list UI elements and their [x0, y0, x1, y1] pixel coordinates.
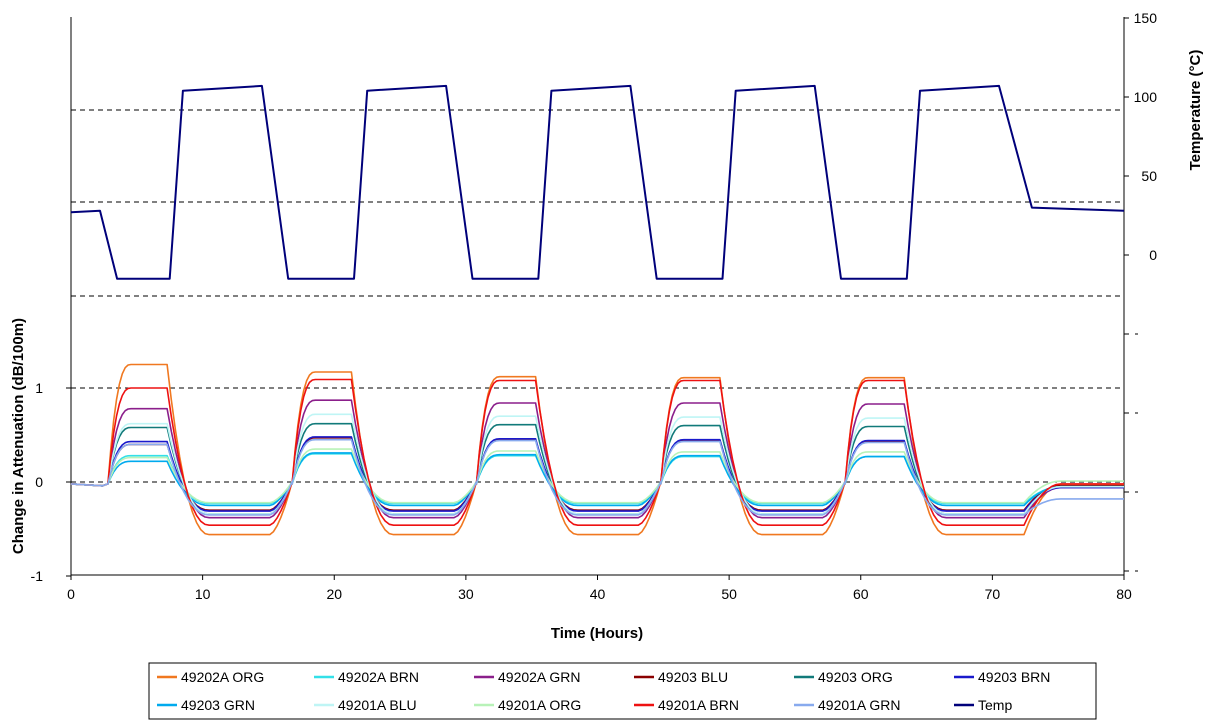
series-line-temp: [70, 84, 1125, 280]
left-y-tick-label: -1: [31, 568, 44, 584]
series-line-49203-grn: [70, 452, 1124, 507]
legend-label-49203-brn: 49203 BRN: [978, 669, 1050, 685]
x-tick-label: 60: [853, 586, 869, 602]
gridlines: [71, 109, 1124, 483]
legend-label-49202a-org: 49202A ORG: [181, 669, 264, 685]
series-line-49203-blu: [70, 437, 1124, 511]
legend-label-49201a-grn: 49201A GRN: [818, 697, 901, 713]
x-tick-label: 30: [458, 586, 474, 602]
legend-label-49203-org: 49203 ORG: [818, 669, 893, 685]
left-y-tick-label: 0: [35, 474, 43, 490]
left-y-axis-ticks: -1 0 1: [31, 380, 71, 584]
series-line-49201a-org: [70, 448, 1124, 504]
series-line-49201a-blu: [70, 413, 1124, 515]
legend-label-49201a-org: 49201A ORG: [498, 697, 581, 713]
x-tick-label: 0: [67, 586, 75, 602]
right-y-axis-title: Temperature (°C): [1187, 50, 1204, 171]
series-line-49201a-brn: [70, 378, 1124, 526]
right-y-tick-label: 0: [1149, 247, 1157, 263]
left-y-axis-title: Change in Attenuation (dB/100m): [10, 318, 27, 554]
series-line-49202a-grn: [70, 399, 1124, 519]
x-axis-ticks: 0 10 20 30 40 50 60 70 80: [67, 575, 1132, 602]
right-y-tick-label: 100: [1134, 89, 1158, 105]
legend-label-49202a-brn: 49202A BRN: [338, 669, 419, 685]
x-tick-label: 20: [326, 586, 342, 602]
legend-label-49202a-grn: 49202A GRN: [498, 669, 581, 685]
series-line-49201a-grn: [70, 438, 1124, 516]
right-y-tick-label: 50: [1141, 168, 1157, 184]
series-line-49202a-org: [70, 363, 1124, 536]
x-tick-label: 40: [590, 586, 606, 602]
x-tick-label: 70: [985, 586, 1001, 602]
x-tick-label: 10: [195, 586, 211, 602]
legend-label-49201a-blu: 49201A BLU: [338, 697, 417, 713]
left-y-tick-label: 1: [35, 380, 43, 396]
legend-label-temp: Temp: [978, 697, 1012, 713]
plot-area: 0 10 20 30 40 50 60 70 80 -1 0 1 0 50 100 150: [31, 10, 1158, 602]
legend: 49202A ORG 49202A BRN 49202A GRN 49203 BLU 4…: [148, 662, 1097, 720]
x-tick-label: 50: [721, 586, 737, 602]
legend-label-49203-grn: 49203 GRN: [181, 697, 255, 713]
x-axis-title: Time (Hours): [551, 625, 643, 642]
legend-items: 49202A ORG 49202A BRN 49202A GRN 49203 BLU 4…: [157, 669, 1050, 713]
series-line-49203-brn: [70, 436, 1124, 512]
right-y-axis-ticks: 0 50 100 150: [1124, 10, 1158, 572]
series-line-49202a-brn: [70, 453, 1124, 505]
right-y-tick-label: 150: [1134, 10, 1158, 26]
series-lines: [70, 84, 1125, 536]
series-line-49203-org: [70, 422, 1124, 515]
legend-box: [148, 662, 1097, 720]
legend-label-49203-blu: 49203 BLU: [658, 669, 728, 685]
x-tick-label: 80: [1116, 586, 1132, 602]
legend-label-49201a-brn: 49201A BRN: [658, 697, 739, 713]
